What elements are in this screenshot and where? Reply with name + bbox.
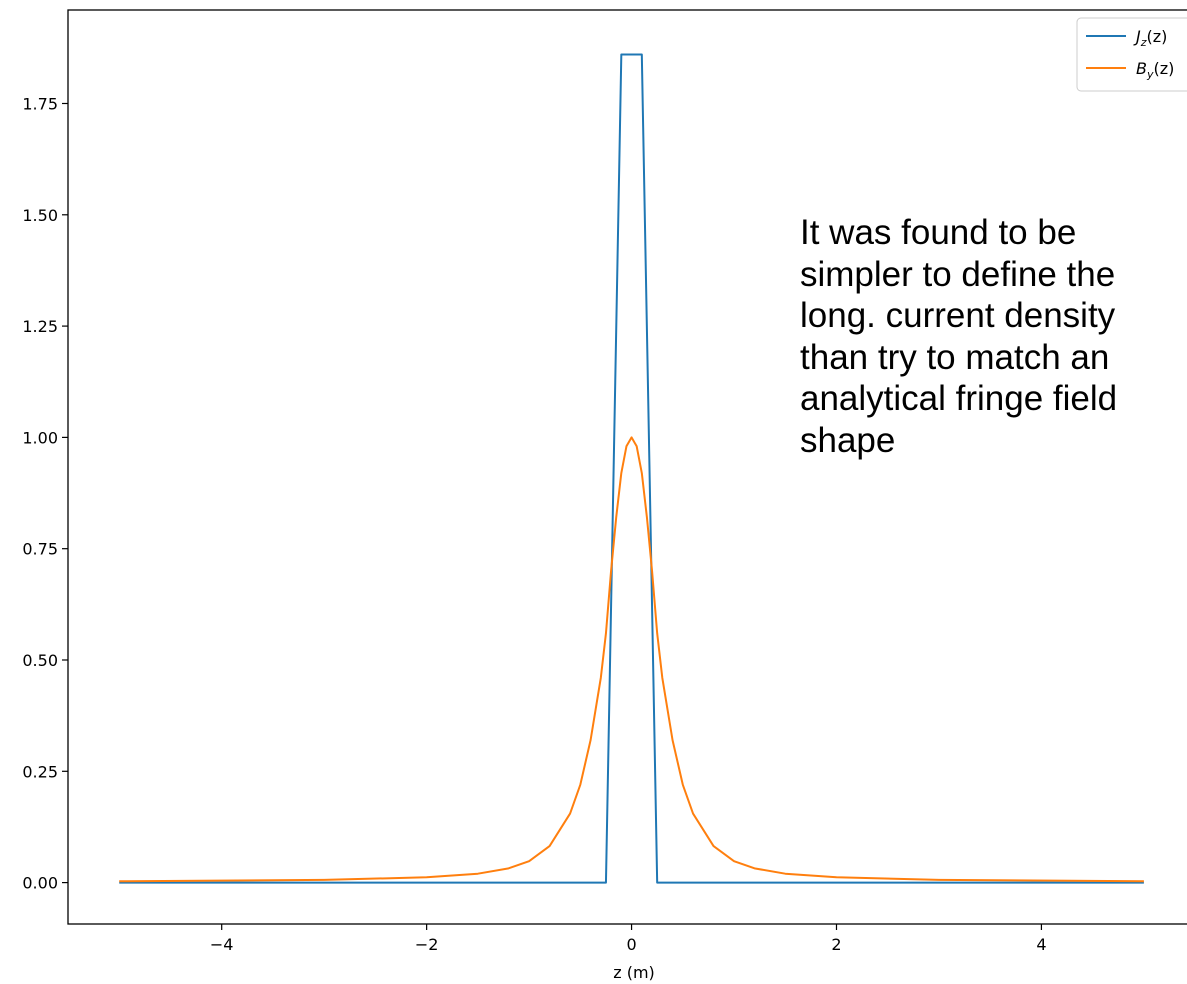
- y-tick-label: 1.00: [22, 428, 58, 447]
- legend-box: [1076, 17, 1187, 92]
- series-line-jz: [119, 53, 1144, 884]
- y-axis: 0.00 0.25 0.50 0.75 1.00 1.25 1.50 1.75: [22, 94, 68, 893]
- x-tick-label: −4: [210, 935, 234, 954]
- annotation-line: than try to match an: [800, 337, 1110, 377]
- series-layer: [119, 53, 1144, 884]
- legend: Jz(z) By(z): [1076, 17, 1187, 92]
- x-tick-label: 2: [831, 935, 841, 954]
- y-tick-label: 1.50: [22, 206, 58, 225]
- x-axis-label: z (m): [613, 963, 655, 982]
- y-tick-label: 1.25: [22, 317, 58, 336]
- annotation-line: It was found to be: [800, 213, 1077, 252]
- x-tick-label: −2: [415, 935, 439, 954]
- axes-frame: [67, 9, 1187, 925]
- y-tick-label: 0.50: [22, 651, 58, 670]
- y-tick-label: 1.75: [22, 94, 58, 113]
- x-tick-label: 0: [626, 935, 636, 954]
- y-tick-label: 0.00: [22, 874, 58, 893]
- x-axis: −4 −2 0 2 4: [210, 924, 1047, 954]
- y-tick-label: 0.75: [22, 540, 58, 559]
- annotation-line: long. current density: [800, 296, 1116, 335]
- x-tick-label: 4: [1036, 935, 1046, 954]
- plot-area: [67, 9, 1187, 925]
- annotation-line: simpler to define the: [800, 254, 1116, 294]
- annotation-line: analytical fringe field: [800, 379, 1118, 418]
- legend-label-jz: Jz(z): [1133, 27, 1167, 49]
- annotation-text: It was found to be simpler to define the…: [800, 212, 1180, 461]
- annotation-line: shape: [800, 420, 896, 460]
- series-line-by: [119, 436, 1144, 883]
- y-tick-label: 0.25: [22, 762, 58, 781]
- legend-label-by: By(z): [1136, 59, 1174, 81]
